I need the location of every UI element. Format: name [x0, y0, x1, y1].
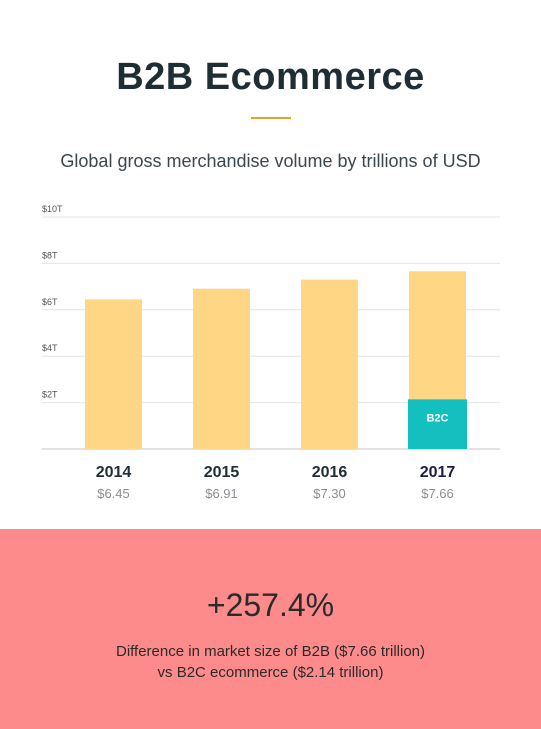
y-tick-label: $6T [42, 297, 58, 307]
bar-2014 [85, 299, 142, 449]
x-tick-label: 2015 [204, 464, 240, 481]
page-title: B2B Ecommerce [116, 56, 425, 98]
difference-stat: +257.4% [206, 587, 335, 623]
b2c-overlay-label: B2C [426, 412, 448, 424]
data-label: $6.91 [205, 486, 238, 501]
x-tick-label: 2017 [420, 464, 456, 481]
data-label: $7.30 [313, 486, 346, 501]
y-tick-label: $10T [42, 204, 63, 214]
title-divider [251, 117, 291, 119]
y-tick-label: $8T [42, 250, 58, 260]
y-tick-label: $2T [42, 390, 58, 400]
summary-panel: +257.4% Difference in market size of B2B… [0, 529, 541, 729]
x-tick-label: 2016 [312, 464, 348, 481]
chart-subtitle: Global gross merchandise volume by trill… [60, 151, 481, 171]
x-tick-label: 2014 [96, 464, 132, 481]
bar-2016 [301, 279, 358, 449]
description-line-2: vs B2C ecommerce ($2.14 trillion) [157, 664, 384, 681]
bar-chart: $2T $4T $6T $8T $10T 2014 $6.45 2015 $6.91 2016 $7… [42, 204, 500, 501]
bar-2015 [193, 288, 250, 449]
data-label: $7.66 [421, 486, 454, 501]
difference-description: Difference in market size of B2B ($7.66 … [0, 641, 541, 683]
b2c-overlay-bar [408, 399, 467, 449]
y-tick-label: $4T [42, 343, 58, 353]
description-line-1: Difference in market size of B2B ($7.66 … [115, 643, 426, 660]
data-label: $6.45 [97, 486, 130, 501]
